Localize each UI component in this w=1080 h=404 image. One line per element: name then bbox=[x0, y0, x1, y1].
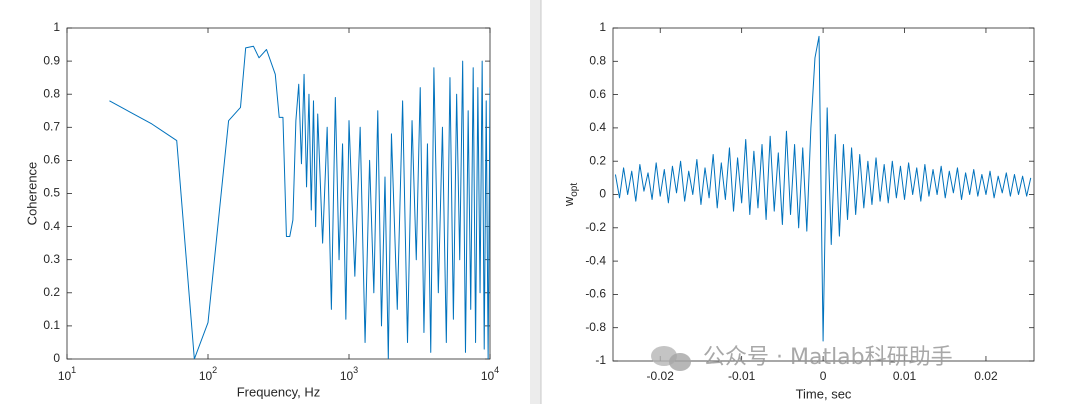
y-tick-label: 0.5 bbox=[43, 186, 60, 200]
x-tick-label: -0.01 bbox=[728, 369, 756, 383]
y-tick-label: 0 bbox=[53, 351, 60, 365]
y-tick-label: 0.4 bbox=[43, 219, 60, 233]
tick-exponent: 2 bbox=[212, 365, 217, 375]
y-tick-label: 0.4 bbox=[589, 120, 606, 134]
y-tick-label: 0.6 bbox=[43, 153, 60, 167]
y-tick-label: 0 bbox=[599, 187, 606, 201]
y-tick-label: 1 bbox=[53, 20, 60, 34]
x-tick-label: -0.02 bbox=[647, 369, 675, 383]
y-tick-label: -1 bbox=[595, 353, 606, 367]
plot-area bbox=[66, 27, 491, 360]
y-tick-label: -0.4 bbox=[585, 253, 606, 267]
y-tick-label: 0.8 bbox=[589, 53, 606, 67]
x-tick-label: 104 bbox=[481, 365, 499, 383]
y-axis-label: wopt bbox=[561, 183, 579, 208]
tick-base: 10 bbox=[199, 369, 213, 383]
y-tick-label: 1 bbox=[599, 20, 606, 34]
y-tick-label: 0.7 bbox=[43, 119, 60, 133]
panel-divider bbox=[530, 0, 541, 404]
y-tick-label: -0.6 bbox=[585, 287, 606, 301]
tick-base: 10 bbox=[58, 369, 72, 383]
tick-exponent: 3 bbox=[353, 365, 358, 375]
plot-content bbox=[109, 45, 490, 359]
x-tick-label: 0.01 bbox=[893, 369, 917, 383]
data-line bbox=[109, 45, 490, 359]
x-axis-label: Frequency, Hz bbox=[237, 384, 321, 399]
x-tick-label: 102 bbox=[199, 365, 217, 383]
x-tick-label: 103 bbox=[340, 365, 358, 383]
watermark: 公众号 · Matlab科研助手 bbox=[651, 345, 953, 371]
x-tick-label: 0.02 bbox=[974, 369, 998, 383]
y-label-sub: opt bbox=[569, 183, 580, 197]
y-axis-label: Coherence bbox=[24, 162, 39, 226]
tick-base: 10 bbox=[481, 369, 495, 383]
y-label-main: w bbox=[561, 196, 576, 207]
chart: -1 -0.8 -0.6 -0.4 -0.2 0 0.2 0.4 0.6 0.8 1 -0.02 -0.… bbox=[561, 20, 1035, 401]
x-axis-label: Time, sec bbox=[796, 386, 852, 401]
data-line bbox=[614, 35, 1032, 342]
y-tick-label: -0.8 bbox=[585, 320, 606, 334]
x-tick-label: 101 bbox=[58, 365, 76, 383]
tick-exponent: 4 bbox=[494, 365, 499, 375]
y-tick-label: 0.3 bbox=[43, 252, 60, 266]
y-tick-label: -0.2 bbox=[585, 220, 606, 234]
y-tick-label: 0.6 bbox=[589, 87, 606, 101]
y-tick-label: 0.8 bbox=[43, 86, 60, 100]
watermark-icon bbox=[669, 353, 691, 371]
watermark-text: 公众号 · Matlab科研助手 bbox=[703, 345, 953, 370]
x-tick-label: 0 bbox=[820, 369, 827, 383]
plot-content bbox=[614, 35, 1032, 342]
tick-exponent: 1 bbox=[71, 365, 76, 375]
tick-base: 10 bbox=[340, 369, 354, 383]
y-tick-label: 0.2 bbox=[589, 153, 606, 167]
y-tick-label: 0.9 bbox=[43, 53, 60, 67]
y-tick-label: 0.2 bbox=[43, 285, 60, 299]
y-tick-label: 0.1 bbox=[43, 318, 60, 332]
